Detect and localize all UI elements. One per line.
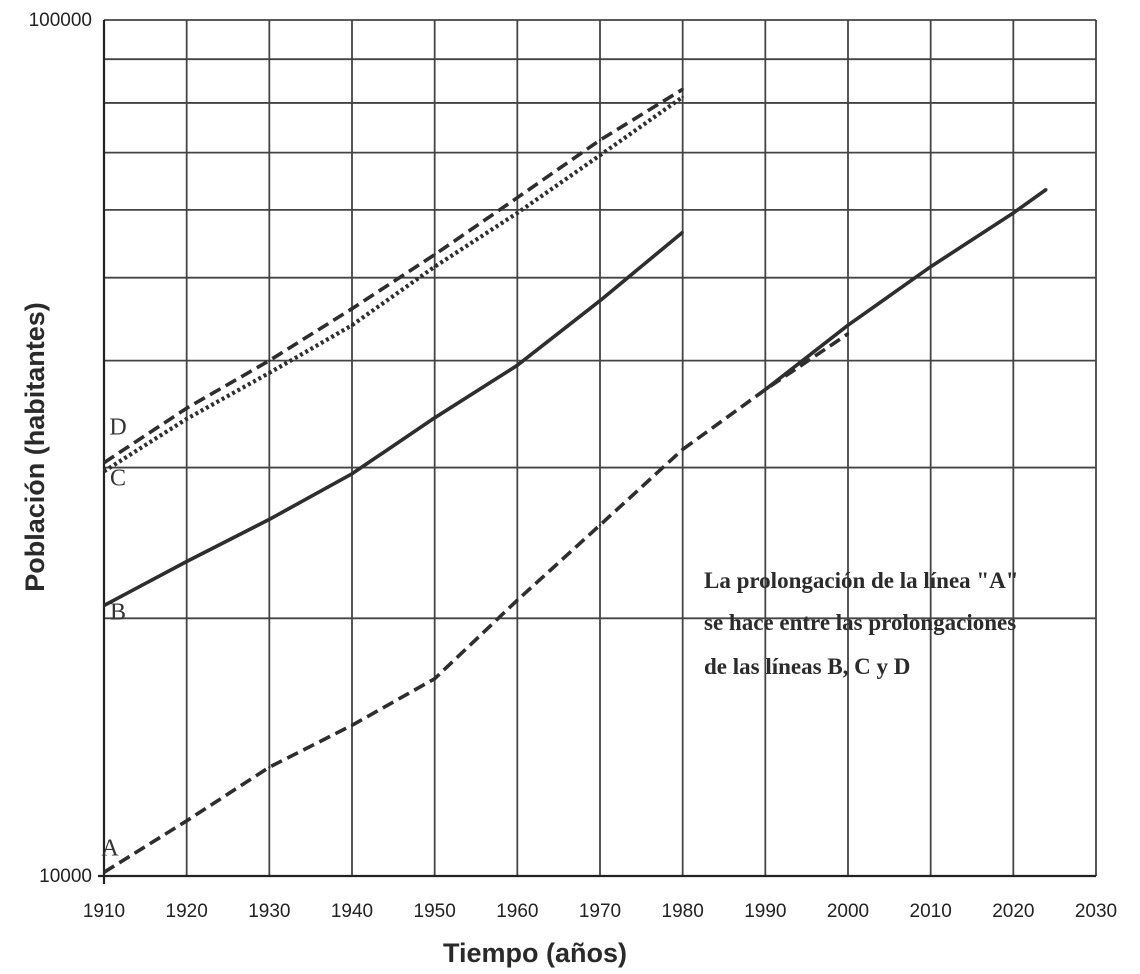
series-d-point — [102, 461, 106, 464]
extrapolation-point — [846, 324, 850, 327]
y-axis-title: Población (habitantes) — [20, 302, 50, 592]
extrapolation-point — [1045, 188, 1048, 191]
series-label-d: D — [109, 415, 126, 441]
x-tick-label: 2010 — [910, 901, 952, 922]
series-b-point — [681, 231, 684, 234]
series-a-point — [102, 871, 106, 874]
series-b-point — [268, 518, 271, 521]
x-tick-label: 1950 — [414, 901, 456, 922]
x-tick-label: 1960 — [496, 901, 538, 922]
series-d-point — [516, 196, 519, 199]
x-tick-label: 1920 — [166, 901, 208, 922]
series-d-line — [103, 87, 684, 465]
y-tick-labels: 10000 100000 — [29, 10, 92, 887]
series-d-point — [268, 359, 271, 362]
extrapolation-point — [929, 265, 932, 268]
x-tick-label: 1910 — [83, 901, 125, 922]
series-c-point — [598, 154, 602, 157]
series-b-point — [433, 416, 436, 419]
x-tick-label: 2030 — [1075, 901, 1117, 922]
series-c-point — [185, 417, 188, 421]
y-tick-label: 10000 — [39, 866, 92, 887]
series-b-point — [185, 560, 188, 563]
x-tick-label: 1940 — [331, 901, 373, 922]
x-tick-label: 1980 — [662, 901, 704, 922]
extrapolation-point — [764, 388, 767, 391]
series-c-point — [350, 324, 354, 327]
series-label-a: A — [101, 835, 119, 861]
series-c-point — [516, 211, 519, 215]
series-a-point — [268, 765, 271, 769]
series-d-point — [350, 307, 354, 310]
series-d-point — [598, 138, 602, 142]
axes — [98, 20, 1096, 884]
series-d-point — [681, 88, 684, 91]
series-d-point — [185, 406, 188, 410]
series-b-point — [350, 472, 354, 476]
series-labels: A B CD — [101, 415, 126, 862]
series-b-point — [102, 604, 106, 607]
series-b-line — [103, 230, 684, 608]
extrapolation-point — [846, 332, 850, 335]
series-a-point — [433, 677, 436, 680]
series-label-b: B — [110, 600, 126, 626]
series-c-point — [102, 470, 106, 473]
series-c-line — [102, 95, 684, 474]
extrapolation-point — [681, 448, 684, 451]
series-d-point — [433, 253, 436, 256]
series-a-point — [350, 724, 354, 727]
x-axis-title: Tiempo (años) — [443, 938, 627, 968]
y-tick-label: 100000 — [29, 10, 92, 31]
series-c-point — [681, 95, 684, 99]
annotation-box: La prolongación de la línea "A" se hace … — [704, 568, 1019, 679]
annotation-line-3: de las líneas B, C y D — [704, 654, 910, 679]
x-tick-labels: 1910 1920 1930 1940 1950 1960 1970 1980 1990 2000… — [83, 901, 1117, 922]
x-tick-label: 1990 — [744, 901, 786, 922]
series-b-point — [598, 299, 602, 302]
annotation-line-2: se hace entre las prolongaciones — [704, 610, 1016, 635]
series-c-point — [433, 265, 436, 268]
series-a-point — [185, 819, 188, 823]
grid-lines — [103, 19, 1097, 877]
series-a-point — [516, 598, 519, 602]
x-tick-label: 1930 — [248, 901, 290, 922]
series-a-point — [598, 523, 602, 527]
x-tick-label: 2000 — [827, 901, 869, 922]
series-a-line — [103, 448, 684, 874]
annotation-line-1: La prolongación de la línea "A" — [704, 568, 1019, 593]
series-b-point — [516, 364, 519, 367]
x-tick-label: 2020 — [992, 901, 1034, 922]
series-label-c: C — [110, 465, 126, 491]
extrapolation-point — [1012, 211, 1015, 215]
x-tick-label: 1970 — [579, 901, 621, 922]
data-series — [102, 87, 1048, 874]
series-c-point — [268, 371, 271, 375]
